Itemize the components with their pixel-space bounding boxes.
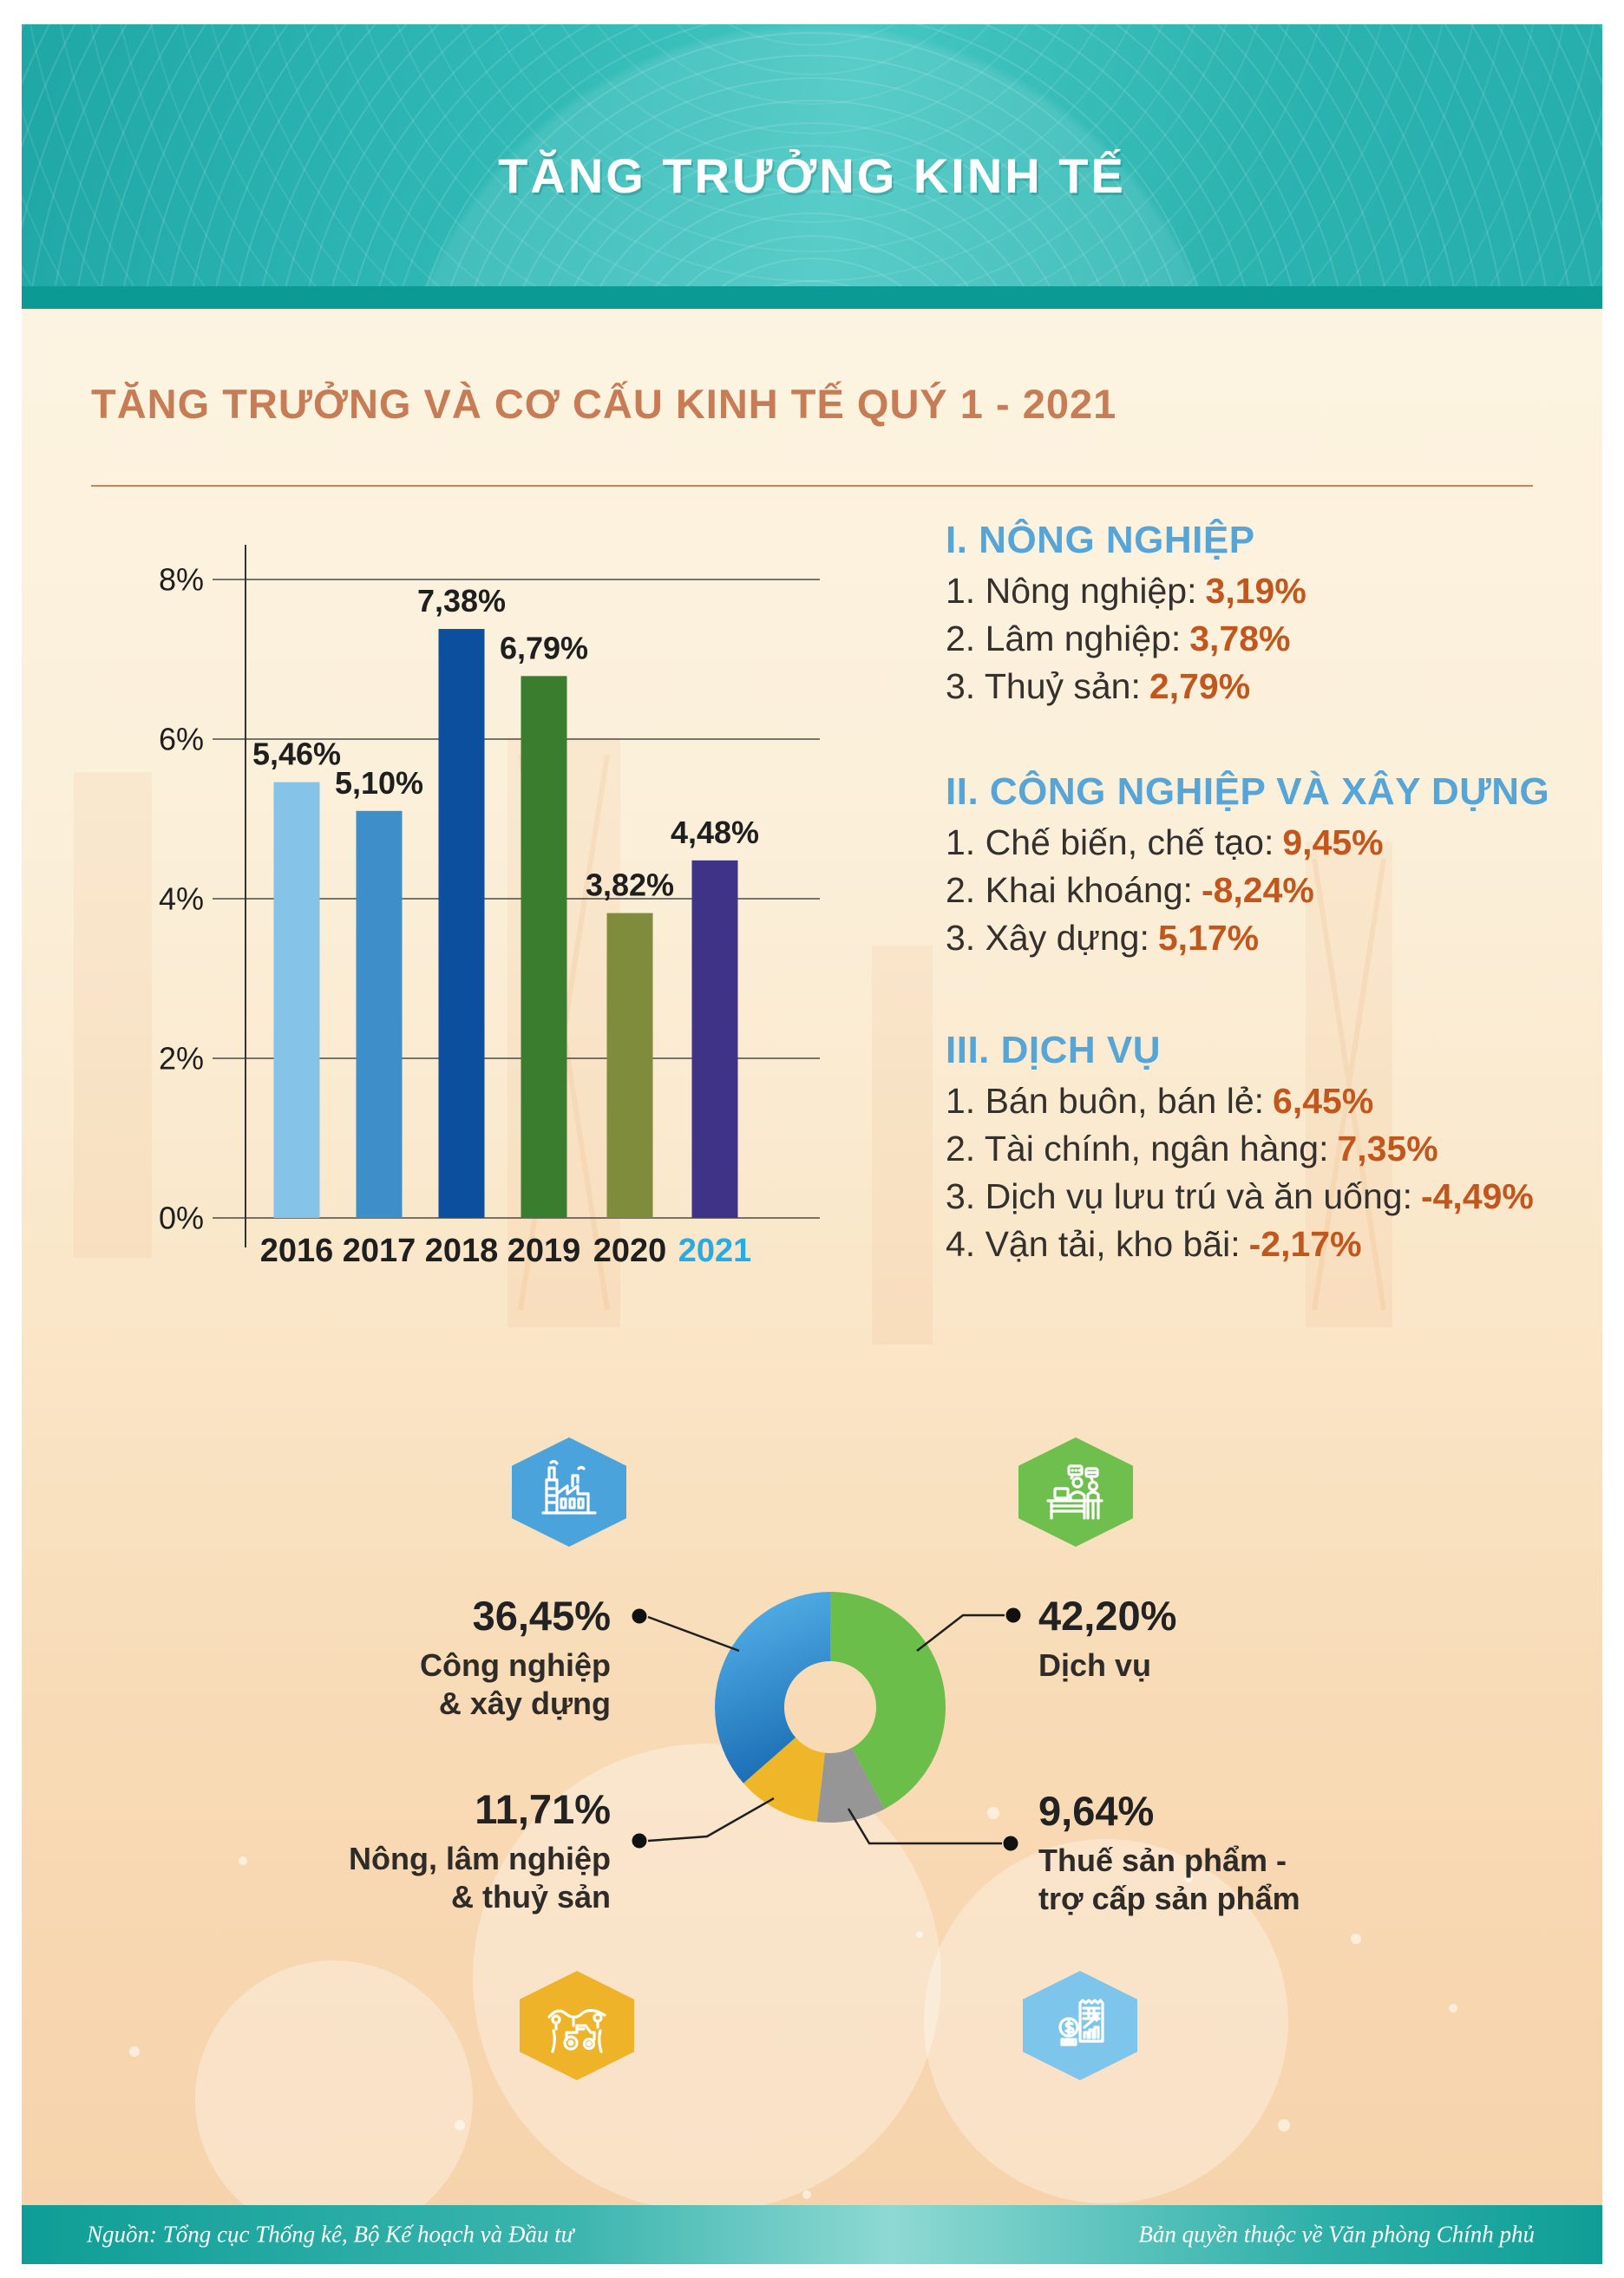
svg-text:2018: 2018 — [425, 1233, 499, 1269]
sector-item: 1. Nông nghiệp: 3,19% — [946, 571, 1306, 611]
sector-list-industry-construction: II. CÔNG NGHIỆP VÀ XÂY DỰNG 1. Chế biến,… — [946, 770, 1605, 962]
tax-finance-icon — [1058, 1999, 1104, 2046]
svg-text:4,48%: 4,48% — [671, 815, 759, 850]
sector-item: 1. Bán buôn, bán lẻ: 6,45% — [946, 1081, 1374, 1121]
sector-heading: III. DỊCH VỤ — [946, 1029, 1162, 1071]
footer-bar: Nguồn: Tổng cục Thống kê, Bộ Kế hoạch và… — [22, 2205, 1602, 2264]
section-title: TĂNG TRƯỞNG VÀ CƠ CẤU KINH TẾ QUÝ 1 - 20… — [91, 381, 1117, 427]
sector-item-value: -2,17% — [1248, 1224, 1362, 1264]
sector-item-value: -8,24% — [1201, 870, 1314, 910]
donut-sub-label: Nông, lâm nghiệp & thuỷ sản — [349, 1841, 611, 1915]
header-banner: TĂNG TRƯỞNG KINH TẾ — [22, 24, 1602, 286]
page-title: TĂNG TRƯỞNG KINH TẾ — [498, 148, 1126, 203]
svg-text:4%: 4% — [159, 881, 204, 917]
agriculture-tractor-icon — [547, 2008, 606, 2053]
sector-heading: I. NÔNG NGHIỆP — [946, 519, 1255, 561]
svg-text:5,46%: 5,46% — [252, 736, 341, 772]
donut-pct: 42,20% — [1038, 1593, 1177, 1639]
sector-item-value: 3,78% — [1189, 619, 1291, 658]
svg-text:3,82%: 3,82% — [586, 867, 674, 903]
svg-text:6,79%: 6,79% — [500, 630, 588, 665]
donut-sub-label: Công nghiệp & xây dựng — [420, 1647, 611, 1721]
svg-text:2016: 2016 — [260, 1233, 334, 1269]
svg-text:2021: 2021 — [678, 1233, 752, 1269]
footer-source: Nguồn: Tổng cục Thống kê, Bộ Kế hoạch và… — [87, 2221, 574, 2248]
donut-label-industry: 36,45% Công nghiệp & xây dựng — [295, 1592, 611, 1723]
section-divider — [91, 485, 1533, 487]
donut-sub-label: Thuế sản phẩm - trợ cấp sản phẩm — [1038, 1843, 1300, 1916]
sector-heading: II. CÔNG NGHIỆP VÀ XÂY DỰNG — [946, 770, 1550, 813]
sector-item: 4. Vận tải, kho bãi: -2,17% — [946, 1224, 1362, 1264]
growth-bar-chart: 8% 6% 4% 2% 0% 5,46% 2016 5,10% 2017 7,38% 2018 6,7… — [159, 545, 820, 1269]
donut-pct: 9,64% — [1038, 1788, 1155, 1834]
donut-label-tax: 9,64% Thuế sản phẩm - trợ cấp sản phẩm — [1038, 1787, 1464, 1918]
sector-list-services: III. DỊCH VỤ 1. Bán buôn, bán lẻ: 6,45% 2… — [946, 1029, 1605, 1268]
svg-text:2%: 2% — [159, 1041, 204, 1077]
donut-label-agriculture: 11,71% Nông, lâm nghiệp & thuỷ sản — [260, 1785, 611, 1916]
sector-item-value: 3,19% — [1205, 571, 1306, 611]
sector-item: 2. Khai khoáng: -8,24% — [946, 870, 1314, 910]
factory-icon — [541, 1460, 597, 1515]
donut-label-services: 42,20% Dịch vụ — [1038, 1592, 1446, 1685]
sector-list-agriculture: I. NÔNG NGHIỆP 1. Nông nghiệp: 3,19% 2. L… — [946, 519, 1605, 710]
sector-item: 3. Xây dựng: 5,17% — [946, 918, 1260, 958]
sector-item-value: -4,49% — [1420, 1176, 1534, 1216]
sector-item-value: 2,79% — [1149, 666, 1251, 706]
donut-pct: 11,71% — [475, 1786, 611, 1832]
svg-text:6%: 6% — [159, 722, 204, 757]
sector-item-value: 6,45% — [1273, 1081, 1374, 1121]
sector-item-value: 9,45% — [1282, 822, 1384, 862]
sector-item: 2. Lâm nghiệp: 3,78% — [946, 619, 1291, 658]
svg-text:2020: 2020 — [593, 1233, 667, 1269]
dongson-drum-pattern — [22, 24, 1602, 286]
sector-item: 3. Thuỷ sản: 2,79% — [946, 666, 1251, 706]
svg-text:2019: 2019 — [508, 1233, 581, 1269]
sector-item-value: 5,17% — [1157, 918, 1260, 958]
svg-text:8%: 8% — [159, 562, 204, 598]
service-counter-icon — [1046, 1464, 1103, 1520]
sector-item: 2. Tài chính, ngân hàng: 7,35% — [946, 1129, 1438, 1168]
svg-text:5,10%: 5,10% — [335, 765, 423, 801]
sector-item: 3. Dịch vụ lưu trú và ăn uống: -4,49% — [946, 1176, 1534, 1216]
sector-item: 1. Chế biến, chế tạo: 9,45% — [946, 822, 1384, 862]
svg-text:0%: 0% — [159, 1201, 204, 1236]
page-background — [22, 286, 1602, 2264]
svg-text:2017: 2017 — [343, 1233, 416, 1269]
gdp-structure-donut-chart — [632, 1592, 1021, 1851]
svg-text:7,38%: 7,38% — [417, 583, 506, 619]
sector-item-value: 7,35% — [1337, 1129, 1438, 1168]
donut-pct: 36,45% — [472, 1593, 611, 1639]
donut-sub-label: Dịch vụ — [1038, 1647, 1152, 1683]
header-accent-strip — [22, 286, 1602, 309]
footer-copyright: Bản quyền thuộc về Văn phòng Chính phủ — [1138, 2221, 1535, 2248]
